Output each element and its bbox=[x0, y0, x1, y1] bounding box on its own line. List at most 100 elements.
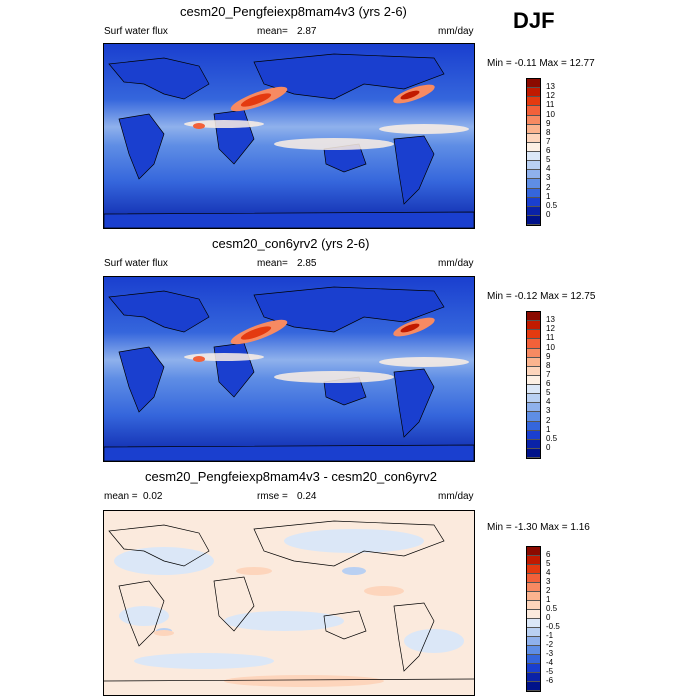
colorbar-tick-label: 0 bbox=[546, 442, 551, 452]
panel-1-title: cesm20_Pengfeiexp8mam4v3 (yrs 2-6) bbox=[180, 4, 407, 19]
colorbar-swatch bbox=[527, 403, 540, 413]
panel-1-map bbox=[103, 43, 475, 229]
colorbar-swatch bbox=[527, 628, 540, 637]
colorbar-swatch bbox=[527, 646, 540, 655]
panel-3-mean-label: mean = bbox=[104, 491, 138, 502]
colorbar-tick-label: -5 bbox=[546, 667, 554, 676]
colorbar-swatch bbox=[527, 682, 540, 691]
colorbar-tick-label: 10 bbox=[546, 109, 555, 119]
colorbar-swatch bbox=[527, 412, 540, 422]
colorbar-swatch bbox=[527, 385, 540, 395]
colorbar-tick-label: 5 bbox=[546, 155, 551, 165]
panel-2-title: cesm20_con6yrv2 (yrs 2-6) bbox=[212, 236, 370, 251]
panel-2-mean-label: mean= bbox=[257, 258, 288, 269]
colorbar-tick-label: 3 bbox=[546, 406, 551, 416]
panel-3-units: mm/day bbox=[438, 491, 474, 502]
colorbar-tick-label: 12 bbox=[546, 91, 555, 101]
colorbar-tick-label: 5 bbox=[546, 388, 551, 398]
panel-2-minmax: Min = -0.12 Max = 12.75 bbox=[487, 291, 596, 302]
colorbar-tick-label: 5 bbox=[546, 559, 551, 568]
colorbar-tick-label: 0 bbox=[546, 209, 551, 219]
colorbar-swatch bbox=[527, 583, 540, 592]
colorbar-swatch bbox=[527, 430, 540, 440]
colorbar-swatch bbox=[527, 619, 540, 628]
colorbar-tick-label: 13 bbox=[546, 82, 555, 92]
colorbar-swatch bbox=[527, 673, 540, 682]
colorbar-swatch bbox=[527, 97, 540, 107]
panel-1-mean-label: mean= bbox=[257, 26, 288, 37]
colorbar-tick-label: 13 bbox=[546, 315, 555, 325]
colorbar-tick-label: 9 bbox=[546, 118, 551, 128]
panel-3-rmse-value: 0.24 bbox=[297, 491, 317, 502]
panel-2-colorbar bbox=[526, 311, 541, 459]
colorbar-swatch bbox=[527, 215, 540, 225]
colorbar-swatch bbox=[527, 664, 540, 673]
colorbar-swatch bbox=[527, 375, 540, 385]
panel-3-map bbox=[103, 510, 475, 696]
colorbar-swatch bbox=[527, 179, 540, 189]
colorbar-swatch bbox=[527, 152, 540, 162]
colorbar-swatch bbox=[527, 601, 540, 610]
colorbar-tick-label: 1 bbox=[546, 424, 551, 434]
colorbar-swatch bbox=[527, 574, 540, 583]
colorbar-swatch bbox=[527, 197, 540, 207]
colorbar-swatch bbox=[527, 115, 540, 125]
colorbar-tick-label: 12 bbox=[546, 324, 555, 334]
colorbar-tick-label: 0 bbox=[546, 613, 551, 622]
colorbar-swatch bbox=[527, 106, 540, 116]
colorbar-swatch bbox=[527, 556, 540, 565]
colorbar-swatch bbox=[527, 637, 540, 646]
panel-3-minmax: Min = -1.30 Max = 1.16 bbox=[487, 522, 590, 533]
colorbar-tick-label: 11 bbox=[546, 333, 555, 343]
colorbar-tick-label: 7 bbox=[546, 369, 551, 379]
colorbar-tick-label: -2 bbox=[546, 640, 554, 649]
colorbar-tick-label: -4 bbox=[546, 658, 554, 667]
colorbar-swatch bbox=[527, 88, 540, 98]
colorbar-swatch bbox=[527, 448, 540, 458]
colorbar-swatch bbox=[527, 124, 540, 134]
colorbar-tick-label: -1 bbox=[546, 631, 554, 640]
colorbar-swatch bbox=[527, 321, 540, 331]
panel-1-minmax: Min = -0.11 Max = 12.77 bbox=[487, 58, 595, 69]
colorbar-tick-label: 4 bbox=[546, 397, 551, 407]
colorbar-tick-label: 0.5 bbox=[546, 604, 558, 613]
panel-1-mean-value: 2.87 bbox=[297, 26, 317, 37]
colorbar-tick-label: 3 bbox=[546, 173, 551, 183]
colorbar-swatch bbox=[527, 357, 540, 367]
colorbar-tick-label: 6 bbox=[546, 146, 551, 155]
colorbar-tick-label: 0.5 bbox=[546, 433, 558, 443]
colorbar-swatch bbox=[527, 312, 540, 322]
colorbar-swatch bbox=[527, 330, 540, 340]
colorbar-tick-label: -3 bbox=[546, 649, 554, 658]
colorbar-swatch bbox=[527, 610, 540, 619]
colorbar-tick-label: 7 bbox=[546, 136, 551, 146]
colorbar-tick-label: 11 bbox=[546, 100, 555, 110]
colorbar-tick-label: 0.5 bbox=[546, 200, 558, 210]
panel-3-rmse-label: rmse = bbox=[257, 491, 288, 502]
colorbar-tick-label: 6 bbox=[546, 379, 551, 388]
colorbar-swatch bbox=[527, 142, 540, 152]
colorbar-swatch bbox=[527, 161, 540, 171]
colorbar-swatch bbox=[527, 188, 540, 198]
colorbar-swatch bbox=[527, 394, 540, 404]
colorbar-swatch bbox=[527, 79, 540, 89]
colorbar-tick-label: 8 bbox=[546, 360, 551, 370]
colorbar-tick-label: 4 bbox=[546, 568, 551, 577]
colorbar-swatch bbox=[527, 655, 540, 664]
panel-3-colorbar bbox=[526, 546, 541, 692]
panel-2-units: mm/day bbox=[438, 258, 474, 269]
colorbar-tick-label: 1 bbox=[546, 191, 551, 201]
colorbar-swatch bbox=[527, 366, 540, 376]
colorbar-tick-label: 6 bbox=[546, 550, 551, 559]
colorbar-swatch bbox=[527, 206, 540, 216]
colorbar-tick-label: -6 bbox=[546, 676, 554, 685]
colorbar-tick-label: 8 bbox=[546, 127, 551, 137]
colorbar-swatch bbox=[527, 348, 540, 358]
panel-3-title: cesm20_Pengfeiexp8mam4v3 - cesm20_con6yr… bbox=[145, 469, 437, 484]
panel-2-mean-value: 2.85 bbox=[297, 258, 317, 269]
colorbar-tick-label: 3 bbox=[546, 577, 551, 586]
colorbar-swatch bbox=[527, 565, 540, 574]
colorbar-tick-label: 2 bbox=[546, 586, 551, 595]
panel-1-units: mm/day bbox=[438, 26, 474, 37]
colorbar-tick-label: 4 bbox=[546, 164, 551, 174]
